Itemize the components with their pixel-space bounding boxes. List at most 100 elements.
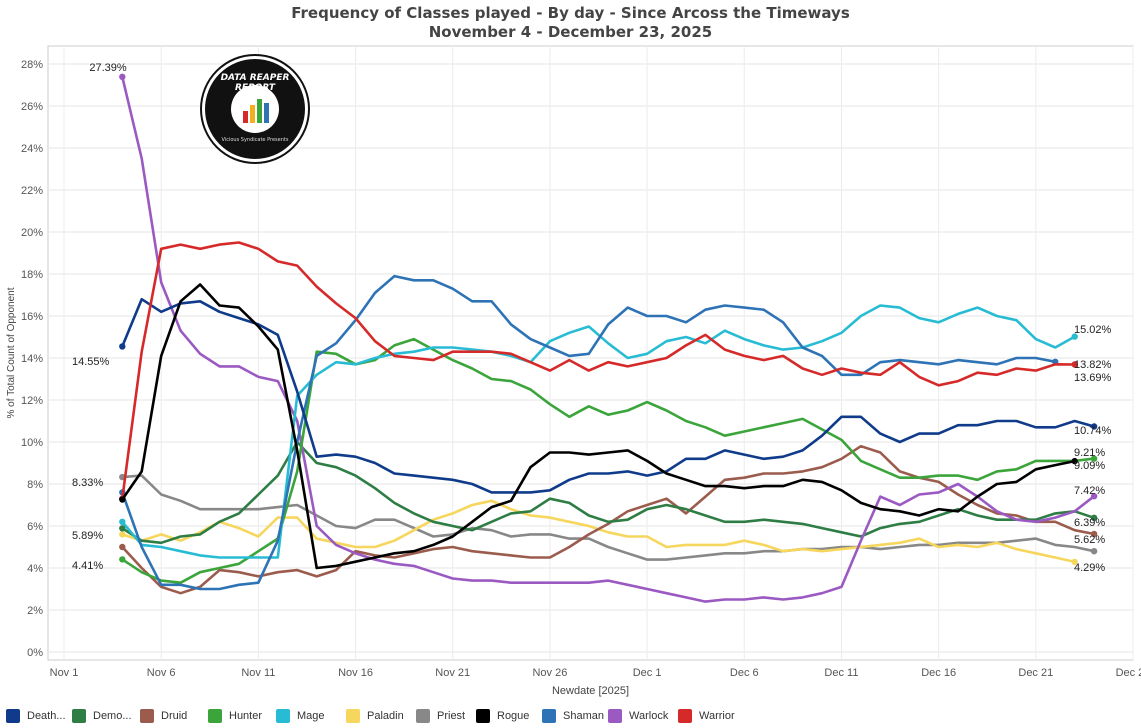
line-chart: 0% 2% 4% 6% 8% 10% 12% 14% 16% 18% 20% 22% 24% 26% 28%… [6, 45, 1141, 697]
y-tick-label: 10% [21, 437, 43, 449]
end-label-mage: 15.02% [1074, 324, 1112, 336]
legend-swatch [6, 709, 20, 723]
end-label-demo: 6.39% [1074, 517, 1105, 529]
data-reaper-logo: DATA REAPER REPORT Vicious Syndicate Pre… [202, 56, 308, 162]
end-point-hunter [1090, 455, 1098, 462]
legend-swatch [208, 709, 222, 723]
y-tick-label: 4% [27, 563, 43, 575]
legend-label: Rogue [497, 710, 530, 722]
logo-sub-text: Vicious Syndicate Presents [221, 137, 289, 143]
legend-label: Druid [161, 710, 188, 722]
end-label-warlock: 7.42% [1074, 485, 1105, 497]
legend-item-paladin[interactable]: Paladin [346, 706, 404, 726]
start-label-demo: 5.89% [72, 530, 103, 542]
y-tick-label: 24% [21, 143, 43, 155]
legend-item-rogue[interactable]: Rogue [476, 706, 529, 726]
y-tick-label: 26% [21, 101, 43, 113]
start-point-demo [119, 525, 126, 532]
end-point-warlock [1090, 492, 1098, 500]
start-point-rogue [119, 496, 126, 503]
legend-swatch [276, 709, 290, 723]
start-point-warlock [119, 73, 126, 81]
legend-item-warlock[interactable]: Warlock [608, 706, 668, 726]
end-point-demo [1090, 514, 1098, 522]
y-tick-label: 28% [21, 59, 43, 71]
x-tick-label: Dec 6 [730, 667, 759, 679]
series-line-hunter [121, 337, 1096, 585]
legend-item-mage[interactable]: Mage [276, 706, 325, 726]
start-point-paladin [119, 531, 126, 538]
legend-swatch [476, 709, 490, 723]
y-tick-label: 6% [27, 521, 43, 533]
y-tick-label: 20% [21, 227, 43, 239]
legend-swatch [72, 709, 86, 723]
logo-chart-icon [231, 85, 279, 133]
end-point-priest [1090, 548, 1098, 555]
y-tick-label: 14% [21, 353, 43, 365]
end-point-death [1090, 423, 1098, 430]
end-label-druid: 5.62% [1074, 534, 1105, 546]
series-line-warrior [121, 241, 1076, 501]
legend-swatch [140, 709, 154, 723]
x-tick-label: Dec 11 [824, 667, 858, 679]
end-label-warrior: 13.69% [1074, 372, 1112, 384]
end-point-rogue [1071, 457, 1078, 465]
series-line-shaman [121, 274, 1057, 591]
legend-label: Priest [437, 710, 466, 722]
y-tick-label: 0% [27, 647, 43, 659]
end-label-shaman: 13.82% [1074, 359, 1112, 371]
y-tick-label: 22% [21, 185, 43, 197]
start-point-death [119, 343, 126, 350]
legend-item-druid[interactable]: Druid [140, 706, 187, 726]
x-tick-label: Nov 21 [435, 667, 470, 679]
legend-item-death[interactable]: Death... [6, 706, 66, 726]
x-tick-label: Nov 26 [532, 667, 567, 679]
legend-label: Hunter [229, 710, 263, 722]
y-tick-label: 16% [21, 311, 43, 323]
x-tick-label: Nov 6 [147, 667, 176, 679]
start-label-priest: 8.33% [72, 477, 103, 489]
legend-swatch [416, 709, 430, 723]
legend-item-hunter[interactable]: Hunter [208, 706, 262, 726]
legend-swatch [346, 709, 360, 723]
legend-item-priest[interactable]: Priest [416, 706, 465, 726]
x-tick-label: Nov 16 [338, 667, 373, 679]
legend-label: Paladin [367, 710, 404, 722]
end-label-death: 10.74% [1074, 425, 1112, 437]
legend-item-shaman[interactable]: Shaman [542, 706, 604, 726]
x-axis-label: Newdate [2025] [552, 685, 629, 697]
x-tick-label: Dec 21 [1018, 667, 1053, 679]
x-tick-label: Nov 11 [241, 667, 275, 679]
end-point-druid [1090, 530, 1098, 538]
end-label-rogue: 9.09% [1074, 460, 1105, 472]
start-label-warlock: 27.39% [89, 62, 127, 74]
y-tick-label: 18% [21, 269, 43, 281]
x-tick-label: Dec 26 [1116, 667, 1141, 679]
legend-label: Death... [27, 710, 66, 722]
end-label-paladin: 4.29% [1074, 562, 1105, 574]
series-line-demo [121, 440, 1096, 545]
start-point-druid [119, 543, 126, 551]
end-point-mage [1071, 333, 1078, 340]
legend-item-warrior[interactable]: Warrior [678, 706, 735, 726]
end-point-warrior [1071, 361, 1078, 368]
start-point-hunter [119, 556, 126, 563]
series-line-druid [121, 444, 1096, 595]
legend-item-demo[interactable]: Demo... [72, 706, 132, 726]
legend-label: Shaman [563, 710, 604, 722]
legend-swatch [608, 709, 622, 723]
x-tick-label: Dec 16 [921, 667, 956, 679]
series-line-rogue [121, 283, 1076, 570]
chart-subtitle: November 4 - December 23, 2025 [428, 23, 713, 41]
y-axis-label: % of Total Count of Opponent [6, 287, 17, 418]
end-label-hunter: 9.21% [1074, 447, 1105, 459]
y-tick-label: 8% [27, 479, 43, 491]
y-tick-label: 2% [27, 605, 43, 617]
start-point-mage [119, 518, 126, 525]
legend-label: Warrior [699, 710, 735, 722]
legend-label: Warlock [629, 710, 669, 722]
chart-title: Frequency of Classes played - By day - S… [291, 4, 850, 22]
start-label-death: 14.55% [72, 356, 110, 368]
legend-label: Demo... [93, 710, 132, 722]
start-label-hunter: 4.41% [72, 560, 103, 572]
